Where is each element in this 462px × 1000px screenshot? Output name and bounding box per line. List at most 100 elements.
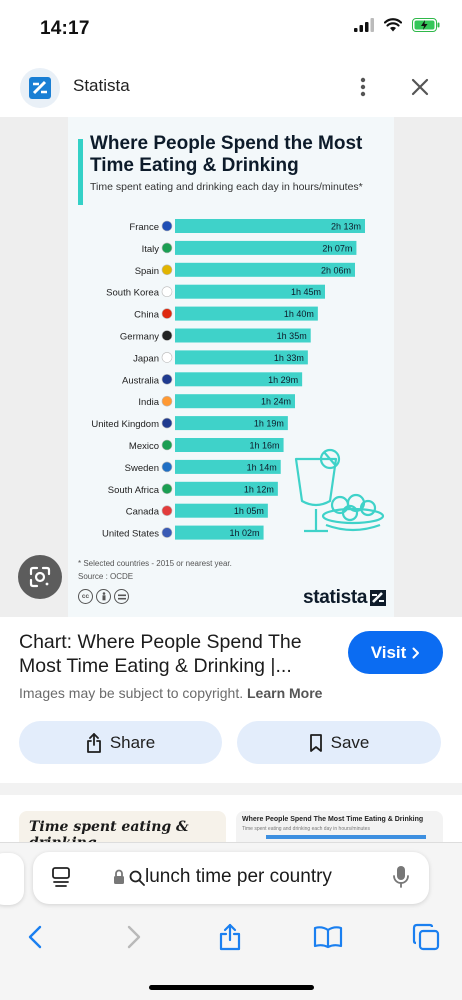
- data-label: 1h 35m: [277, 331, 307, 341]
- bookmarks-button[interactable]: [312, 921, 344, 953]
- browser-toolbar: [0, 917, 462, 957]
- result-title[interactable]: Chart: Where People Spend The Most Time …: [19, 631, 302, 677]
- chart-title: Where People Spend the Most Time Eating …: [90, 133, 363, 176]
- share-page-button[interactable]: [214, 921, 246, 953]
- data-label: 2h 07m: [322, 243, 352, 253]
- close-button[interactable]: [405, 72, 435, 102]
- chevron-left-icon: [28, 925, 42, 949]
- status-icons: [354, 18, 440, 32]
- flag-icon: [161, 330, 173, 341]
- statista-mark-icon: [370, 590, 387, 606]
- save-button[interactable]: Save: [237, 721, 441, 764]
- bar: [175, 372, 303, 387]
- category-label: South Korea: [106, 288, 160, 299]
- category-label: Australia: [122, 375, 160, 386]
- book-icon: [313, 926, 343, 949]
- bar-chart: France 2h 13m Italy 2h 07m Spain 2h 06m South …: [91, 219, 385, 540]
- data-label: 1h 14m: [247, 462, 277, 472]
- browser-bottom-bar: lunch time per country: [0, 842, 462, 1000]
- address-text[interactable]: lunch time per country: [145, 866, 332, 887]
- previous-tab-peek[interactable]: [0, 853, 24, 905]
- copyright-notice: Images may be subject to copyright. Lear…: [19, 685, 322, 701]
- data-label: 1h 05m: [234, 506, 264, 516]
- share-button[interactable]: Share: [19, 721, 222, 764]
- image-preview[interactable]: Where People Spend the Most Time Eating …: [0, 117, 462, 617]
- forward-button[interactable]: [118, 921, 150, 953]
- flag-icon: [161, 439, 173, 451]
- chevron-right-icon: [412, 647, 420, 658]
- category-label: Germany: [120, 332, 159, 343]
- bar: [175, 306, 318, 321]
- category-label: France: [129, 222, 159, 233]
- address-bar[interactable]: lunch time per country: [33, 852, 429, 904]
- statista-site-logo[interactable]: [20, 68, 60, 108]
- glass-and-food-illustration: [294, 448, 385, 533]
- attribution-icon: [96, 589, 111, 604]
- category-label: Canada: [126, 507, 160, 518]
- bar: [175, 394, 295, 409]
- microphone-icon[interactable]: [393, 865, 409, 889]
- related-result-2-title: Where People Spend The Most Time Eating …: [242, 816, 424, 823]
- category-label: United Kingdom: [91, 419, 159, 430]
- save-label: Save: [330, 732, 370, 752]
- flag-icon: [161, 395, 173, 407]
- visit-button[interactable]: Visit: [348, 631, 443, 674]
- flag-icon: [161, 483, 173, 495]
- bar: [175, 459, 281, 474]
- share-label: Share: [109, 732, 156, 752]
- share-icon: [86, 732, 101, 753]
- more-vertical-icon: [360, 77, 366, 97]
- learn-more-link[interactable]: Learn More: [247, 685, 323, 701]
- bar: [175, 284, 325, 299]
- section-divider: [0, 783, 462, 795]
- data-label: 1h 02m: [230, 528, 260, 538]
- statista-brand-text: statista: [303, 587, 368, 608]
- cellular-signal-icon: [354, 18, 374, 32]
- no-derivatives-icon: [114, 589, 129, 604]
- bar: [175, 525, 264, 540]
- category-label: Mexico: [129, 441, 159, 452]
- more-options-button[interactable]: [350, 72, 376, 102]
- status-bar: 14:17: [0, 0, 462, 58]
- flag-icon: [161, 308, 173, 319]
- site-name[interactable]: Statista: [73, 76, 130, 95]
- bookmark-icon: [309, 733, 322, 752]
- related-result-2-bar: [266, 835, 426, 839]
- flag-icon: [161, 505, 173, 517]
- visit-label: Visit: [370, 642, 407, 662]
- cc-icon: cc: [78, 589, 93, 604]
- category-label: India: [138, 397, 159, 408]
- copyright-text: Images may be subject to copyright.: [19, 685, 244, 701]
- flag-icon: [161, 461, 173, 473]
- infographic: Where People Spend the Most Time Eating …: [68, 117, 394, 617]
- category-label: China: [134, 310, 160, 321]
- bar: [175, 328, 311, 343]
- category-label: Italy: [142, 244, 160, 255]
- google-lens-button[interactable]: [18, 555, 62, 599]
- license-icons: cc: [78, 589, 129, 604]
- search-icon: [129, 870, 145, 886]
- category-label: Japan: [133, 353, 159, 364]
- bar: [175, 262, 355, 277]
- status-time: 14:17: [40, 18, 90, 39]
- statista-logo-icon: [29, 77, 51, 99]
- lock-icon: [114, 869, 124, 884]
- lens-search-icon: [29, 566, 51, 588]
- home-indicator: [149, 985, 314, 990]
- flag-icon: [161, 242, 173, 254]
- flag-icon: [161, 374, 173, 385]
- flag-icon: [161, 220, 173, 232]
- bar: [175, 438, 284, 452]
- flag-icon: [161, 352, 173, 363]
- chart-subtitle: Time spent eating and drinking each day …: [90, 181, 363, 193]
- data-label: 1h 12m: [244, 484, 274, 494]
- tabs-button[interactable]: [410, 921, 442, 953]
- result-header: Statista: [0, 58, 462, 116]
- data-label: 1h 16m: [250, 441, 280, 451]
- back-button[interactable]: [19, 921, 51, 953]
- page-menu-icon[interactable]: [51, 866, 71, 888]
- category-label: United States: [102, 529, 159, 540]
- related-result-2-subtitle: Time spent eating and drinking each day …: [242, 826, 370, 832]
- data-label: 2h 06m: [321, 265, 351, 275]
